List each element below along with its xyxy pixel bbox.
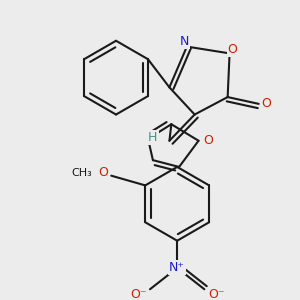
Text: N: N bbox=[179, 35, 189, 48]
Text: O⁻: O⁻ bbox=[130, 288, 147, 300]
Text: CH₃: CH₃ bbox=[72, 168, 92, 178]
Text: O: O bbox=[99, 166, 108, 179]
Text: O: O bbox=[203, 134, 213, 147]
Text: O: O bbox=[262, 98, 272, 110]
Text: O: O bbox=[228, 43, 237, 56]
Text: H: H bbox=[148, 131, 158, 144]
Text: O⁻: O⁻ bbox=[208, 288, 224, 300]
Text: N⁺: N⁺ bbox=[169, 261, 185, 274]
